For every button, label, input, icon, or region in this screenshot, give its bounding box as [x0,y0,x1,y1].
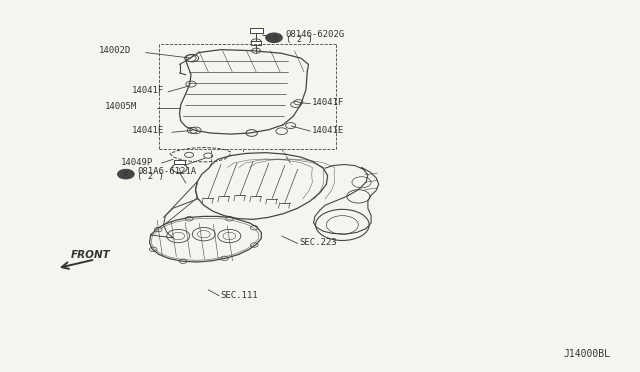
FancyBboxPatch shape [173,160,185,164]
Text: SEC.223: SEC.223 [300,238,337,247]
Text: 14041F: 14041F [312,98,344,107]
FancyBboxPatch shape [251,41,261,45]
Text: B: B [124,171,128,177]
Text: FRONT: FRONT [71,250,111,260]
Text: SEC.111: SEC.111 [220,291,258,300]
Text: 14041E: 14041E [132,126,164,135]
FancyBboxPatch shape [250,28,262,33]
Text: 14049P: 14049P [121,157,153,167]
Text: 14002D: 14002D [99,46,131,55]
Text: 14005M: 14005M [105,102,137,111]
Text: ( 2 ): ( 2 ) [285,35,312,44]
Text: ( 2 ): ( 2 ) [138,172,164,181]
Text: 08146-6202G: 08146-6202G [285,30,344,39]
Text: B: B [272,35,276,41]
Text: 14041E: 14041E [312,126,344,135]
Text: 14041F: 14041F [132,86,164,94]
Text: 081A6-6121A: 081A6-6121A [138,167,196,176]
Text: J14000BL: J14000BL [564,349,611,359]
Circle shape [266,33,282,42]
Circle shape [118,169,134,179]
